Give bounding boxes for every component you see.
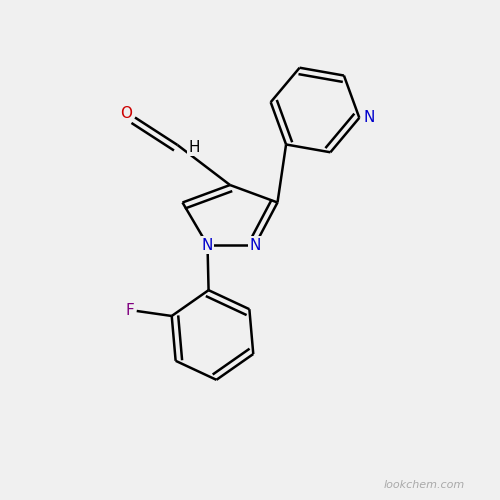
- Text: N: N: [364, 110, 374, 126]
- Text: N: N: [250, 238, 260, 252]
- Text: lookchem.com: lookchem.com: [384, 480, 465, 490]
- Text: N: N: [202, 238, 213, 252]
- Text: H: H: [188, 140, 200, 155]
- Text: F: F: [126, 304, 134, 318]
- Text: O: O: [120, 106, 132, 121]
